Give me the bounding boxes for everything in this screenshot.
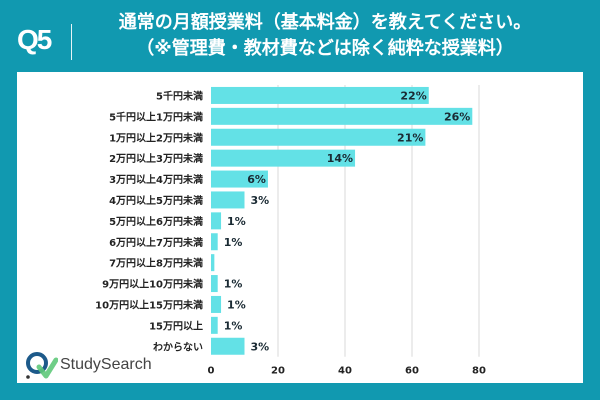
studysearch-logo: StudySearch [24,350,152,382]
data-label: 1% [227,298,246,311]
title-line-1: 通常の月額授業料（基本料金）を教えてください。 [118,12,532,33]
category-label: 7万円以上8万円未満 [109,257,203,270]
category-label: 2万円以上3万円未満 [109,152,203,165]
category-label: 5千円以上1万円未満 [109,110,203,123]
bar [211,191,245,209]
bar [211,233,218,251]
value-labels: 22% 26% 21% 14% 6% 3% 1% 1% 1% 1% 1% 3% [224,89,471,353]
category-label: 4万円以上5万円未満 [109,194,203,207]
bar [211,316,218,334]
x-tick-label: 40 [338,366,352,377]
category-label: 1万円以上2万円未満 [109,131,203,144]
data-label: 1% [227,215,246,228]
category-label: 5万円以上6万円未満 [109,215,203,228]
x-tick-label: 20 [271,366,285,377]
data-label: 3% [251,340,270,353]
chart-title: 通常の月額授業料（基本料金）を教えてください。 （※管理費・教材費などは除く純粋… [80,10,570,62]
gridlines [277,85,480,357]
category-label: 5千円未満 [156,89,203,102]
logo-text: StudySearch [60,356,152,373]
category-labels: 5千円未満 5千円以上1万円未満 1万円以上2万円未満 2万円以上3万円未満 3万円以上… [95,89,203,353]
data-label: 1% [224,236,243,249]
bar [211,275,218,293]
data-label: 22% [400,89,426,102]
bar [211,212,222,230]
divider [71,24,72,60]
bar [211,149,356,167]
bar [211,107,473,125]
category-label: 3万円以上4万円未満 [109,173,203,186]
category-label: 9万円以上10万円未満 [102,278,203,291]
category-label: わからない [153,341,203,353]
bar [211,170,268,188]
data-label: 6% [247,173,266,186]
question-number: Q5 [17,24,52,55]
bars [211,86,473,355]
x-tick-label: 60 [405,366,419,377]
category-label: 10万円以上15万円未満 [95,298,203,311]
title-line-2: （※管理費・教材費などは除く純粋な授業料） [136,38,514,59]
header: Q5 通常の月額授業料（基本料金）を教えてください。 （※管理費・教材費などは除… [0,0,600,72]
bar [211,337,245,355]
bar [211,128,426,146]
bar [211,254,215,272]
category-label: 6万円以上7万円未満 [109,236,203,249]
magnifier-check-icon [26,352,58,379]
x-axis-ticks: 0 20 40 60 80 [208,366,486,377]
x-tick-label: 80 [472,366,486,377]
data-label: 26% [444,110,470,123]
category-label: 15万円以上 [149,319,203,332]
data-label: 1% [224,278,243,291]
bar [211,86,429,104]
bar [211,295,222,313]
data-label: 1% [224,319,243,332]
data-label: 3% [251,194,270,207]
x-tick-label: 0 [208,366,215,377]
data-label: 21% [397,131,423,144]
data-label: 14% [327,152,353,165]
